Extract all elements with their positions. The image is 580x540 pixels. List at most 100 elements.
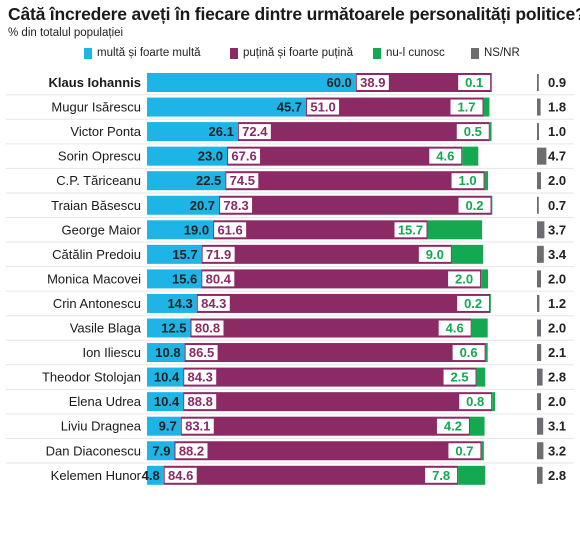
value-box-nu-cunosc xyxy=(458,75,491,90)
bar-nsnr xyxy=(537,221,545,239)
category-label: Dan Diaconescu xyxy=(46,443,141,458)
value-box-nu-cunosc xyxy=(438,320,471,336)
value-label-putina: 88.8 xyxy=(188,394,213,409)
value-label-nsnr: 0.9 xyxy=(548,75,566,90)
value-label-putina: 84.3 xyxy=(201,296,226,311)
bar-multa xyxy=(147,465,164,485)
value-label-nsnr: 3.4 xyxy=(548,247,567,262)
bar-putina xyxy=(196,293,491,313)
value-box-putina xyxy=(202,246,235,262)
bar-multa xyxy=(147,293,197,313)
value-label-putina: 67.6 xyxy=(231,149,256,164)
bar-putina xyxy=(183,392,493,412)
legend: multă și foarte multă puțină și foarte p… xyxy=(0,47,580,63)
value-label-putina: 51.0 xyxy=(310,100,335,115)
bar-putina xyxy=(306,97,484,117)
bar-nsnr xyxy=(537,442,544,460)
value-label-multa: 20.7 xyxy=(190,198,215,213)
bar-multa xyxy=(147,244,202,264)
category-label: Crin Antonescu xyxy=(53,296,141,311)
bar-nu-cunosc xyxy=(476,367,486,387)
legend-swatch-putina xyxy=(230,47,238,59)
value-box-putina xyxy=(184,369,217,385)
value-box-putina xyxy=(184,394,217,410)
bar-nsnr xyxy=(537,196,539,214)
value-label-nu-cunosc: 1.0 xyxy=(459,173,477,188)
bar-nsnr xyxy=(537,147,547,165)
value-box-nu-cunosc xyxy=(456,124,489,140)
bar-nu-cunosc xyxy=(469,416,485,436)
value-label-putina: 83.1 xyxy=(185,419,210,434)
category-label: Mugur Isărescu xyxy=(51,100,141,115)
category-label: Liviu Dragnea xyxy=(61,419,142,434)
value-label-nu-cunosc: 0.5 xyxy=(464,124,482,139)
value-label-nsnr: 3.2 xyxy=(548,443,566,458)
value-box-putina xyxy=(220,197,253,213)
bar-putina xyxy=(201,244,452,264)
value-box-nu-cunosc xyxy=(425,467,458,483)
value-label-putina: 84.6 xyxy=(168,468,193,483)
value-label-putina: 78.3 xyxy=(223,198,248,213)
value-label-nu-cunosc: 2.5 xyxy=(451,370,469,385)
value-box-putina xyxy=(307,99,340,115)
category-label: C.P. Tăriceanu xyxy=(56,173,141,188)
value-box-putina xyxy=(356,75,389,90)
bar-putina xyxy=(219,195,492,215)
value-box-putina xyxy=(175,443,208,459)
legend-swatch-nsnr xyxy=(471,47,479,59)
bar-nsnr xyxy=(537,466,543,484)
bar-nsnr xyxy=(537,294,540,312)
bar-nsnr xyxy=(537,368,543,386)
bar-putina xyxy=(174,441,482,461)
value-label-nu-cunosc: 9.0 xyxy=(426,247,444,262)
category-label: Traian Băsescu xyxy=(51,198,141,213)
bar-nu-cunosc xyxy=(489,122,492,142)
value-box-putina xyxy=(181,418,214,434)
value-label-nu-cunosc: 2.0 xyxy=(455,271,473,286)
value-box-putina xyxy=(164,467,197,483)
value-label-multa: 10.4 xyxy=(154,370,180,385)
value-box-nu-cunosc xyxy=(418,246,451,262)
bar-putina xyxy=(201,269,482,289)
chart-title: Câtă încredere aveți în fiecare dintre u… xyxy=(8,4,580,24)
value-label-multa: 15.7 xyxy=(172,247,197,262)
value-label-multa: 22.5 xyxy=(196,173,221,188)
bar-putina xyxy=(190,318,472,338)
value-label-putina: 80.4 xyxy=(206,271,232,286)
bar-nu-cunosc xyxy=(490,293,491,313)
value-label-nu-cunosc: 4.2 xyxy=(444,419,462,434)
bar-multa xyxy=(147,343,185,363)
category-label: George Maior xyxy=(62,222,142,237)
value-label-multa: 26.1 xyxy=(209,124,234,139)
legend-item-nu-cunosc: nu-l cunosc xyxy=(373,47,445,59)
value-label-multa: 14.3 xyxy=(167,296,192,311)
category-label: Kelemen Hunor xyxy=(51,468,142,483)
value-box-putina xyxy=(238,124,271,140)
value-label-nsnr: 2.0 xyxy=(548,321,566,336)
value-label-multa: 23.0 xyxy=(198,149,223,164)
category-label: Victor Ponta xyxy=(70,124,141,139)
value-box-putina xyxy=(228,148,261,164)
value-label-nsnr: 0.7 xyxy=(548,198,566,213)
value-label-putina: 84.3 xyxy=(188,370,213,385)
value-label-multa: 60.0 xyxy=(326,75,351,90)
value-box-nu-cunosc xyxy=(448,443,481,459)
value-label-nu-cunosc: 0.6 xyxy=(460,345,478,360)
bar-multa xyxy=(147,367,184,387)
value-label-multa: 19.0 xyxy=(184,222,209,237)
value-box-nu-cunosc xyxy=(452,345,485,361)
bar-nu-cunosc xyxy=(458,465,486,485)
bar-nsnr xyxy=(537,98,541,116)
value-label-nu-cunosc: 15.7 xyxy=(398,222,423,237)
bar-multa xyxy=(147,195,220,215)
value-label-nsnr: 2.0 xyxy=(548,173,566,188)
legend-label-multa: multă și foarte multă xyxy=(97,47,201,59)
value-label-nu-cunosc: 0.2 xyxy=(465,198,483,213)
legend-swatch-nu-cunosc xyxy=(373,47,381,59)
bar-multa xyxy=(147,97,307,117)
bar-nsnr xyxy=(537,172,541,190)
value-label-nu-cunosc: 4.6 xyxy=(436,149,454,164)
bar-putina xyxy=(184,343,486,363)
bar-nsnr xyxy=(537,74,539,91)
